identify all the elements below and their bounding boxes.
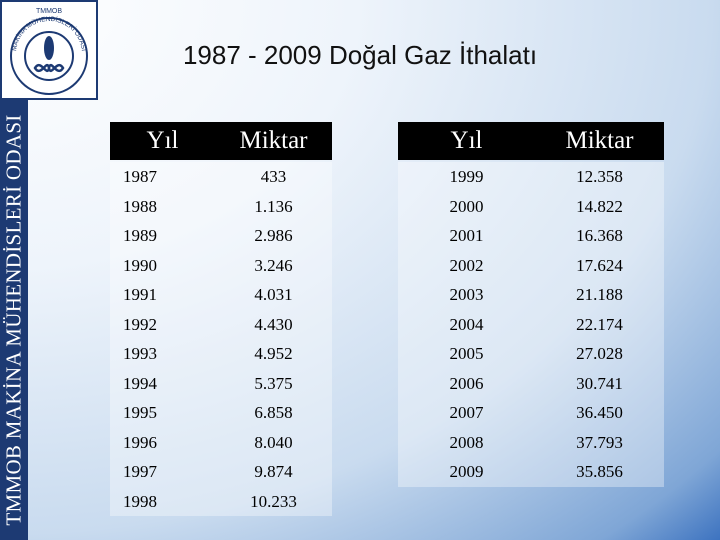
logo-infinity — [33, 63, 65, 73]
table-row — [110, 162, 332, 192]
table-cell: 8.040 — [254, 432, 293, 452]
table-cell: 2004 — [449, 314, 484, 334]
table-row — [110, 191, 332, 221]
header-cell: Yıl — [110, 122, 215, 160]
table-cell: 10.233 — [250, 491, 297, 511]
table-cell: 5.375 — [254, 373, 293, 393]
table-cell: 1992 — [123, 314, 157, 334]
table-row — [110, 250, 332, 280]
table-cell: 14.822 — [576, 196, 623, 216]
table-cell: 2005 — [449, 344, 484, 363]
table-cell: 2002 — [449, 255, 484, 275]
logo: TMMOB MAKİNA MÜHENDİSLERİ ODASI — [0, 0, 98, 100]
table-cell: 16.368 — [576, 226, 623, 245]
table-row — [110, 427, 332, 457]
table-cell: 22.174 — [576, 314, 623, 334]
logo-ring — [10, 17, 88, 95]
header-cell: Miktar — [215, 122, 332, 160]
table-cell: 12.358 — [576, 167, 623, 186]
table-row — [398, 191, 664, 221]
table-cell: 1999 — [449, 167, 484, 186]
table-cell: 4.952 — [254, 344, 293, 363]
table-cell: 1988 — [123, 196, 157, 216]
table-cell: 35.856 — [576, 462, 623, 481]
table-row — [398, 457, 664, 487]
table-row — [110, 221, 332, 251]
table-row — [110, 280, 332, 310]
logo-symbol — [44, 36, 54, 60]
table-cell: 36.450 — [576, 403, 623, 422]
table-cell: 17.624 — [576, 255, 623, 275]
table-row — [398, 221, 664, 251]
sidebar-text: TMMOB MAKİNA MÜHENDİSLERİ ODASI — [1, 114, 26, 526]
header-cell: Yıl — [398, 122, 535, 160]
table-cell: 2001 — [449, 226, 484, 245]
table-cell: 27.028 — [576, 344, 623, 363]
table-cell: 6.858 — [254, 403, 293, 422]
table-cell: 9.874 — [254, 462, 293, 481]
logo-inner — [24, 31, 74, 81]
table-cell: 1998 — [123, 491, 157, 511]
table-cell: 2007 — [449, 403, 484, 422]
table-row — [398, 250, 664, 280]
table-row — [110, 339, 332, 369]
table-row — [110, 398, 332, 428]
table-row — [398, 398, 664, 428]
table-cell: 1994 — [123, 373, 157, 393]
table-row — [398, 368, 664, 398]
table-row — [398, 309, 664, 339]
table-cell: 1.136 — [254, 196, 293, 216]
logo-top: TMMOB — [36, 8, 62, 15]
table-row — [398, 427, 664, 457]
table-cell: 2008 — [449, 432, 484, 452]
table-row — [398, 280, 664, 310]
table-row — [398, 339, 664, 369]
table-cell: 1996 — [123, 432, 157, 452]
table: Yıl Miktar 1987 433 1988 1.136 1989 2.986 1990 3.… — [110, 122, 332, 522]
table-cell: 1991 — [123, 285, 157, 304]
table-cell: 1989 — [123, 226, 157, 245]
table-cell: 1997 — [123, 462, 157, 481]
table-cell: 1995 — [123, 403, 157, 422]
header-cell: Miktar — [535, 122, 664, 160]
table-cell: 37.793 — [576, 432, 623, 452]
table-cell: 1993 — [123, 344, 157, 363]
table: Yıl Miktar 1999 12.358 2000 14.822 2001 16.368 2… — [398, 122, 664, 522]
table-cell: 1990 — [123, 255, 157, 275]
table-cell: 3.246 — [254, 255, 293, 275]
table-cell: 2000 — [449, 196, 484, 216]
table-row — [110, 486, 332, 516]
table-row — [110, 309, 332, 339]
table-row — [398, 162, 664, 192]
logo-graphic: TMMOB MAKİNA MÜHENDİSLERİ ODASI — [10, 8, 88, 95]
table-row — [110, 368, 332, 398]
table-cell: 2009 — [449, 462, 484, 481]
table-cell: 2.986 — [254, 226, 293, 245]
slide-title: 1987 - 2009 Doğal Gaz İthalatı — [182, 40, 538, 70]
table-cell: 4.430 — [254, 314, 293, 334]
table-cell: 2006 — [449, 373, 484, 393]
table-cell: 433 — [260, 167, 287, 186]
table-cell: 4.031 — [254, 285, 293, 304]
table-cell: 1987 — [123, 167, 157, 186]
table-cell: 21.188 — [576, 285, 623, 304]
table-cell: 2003 — [449, 285, 484, 304]
table-cell: 30.741 — [576, 373, 623, 393]
table-row — [110, 457, 332, 487]
